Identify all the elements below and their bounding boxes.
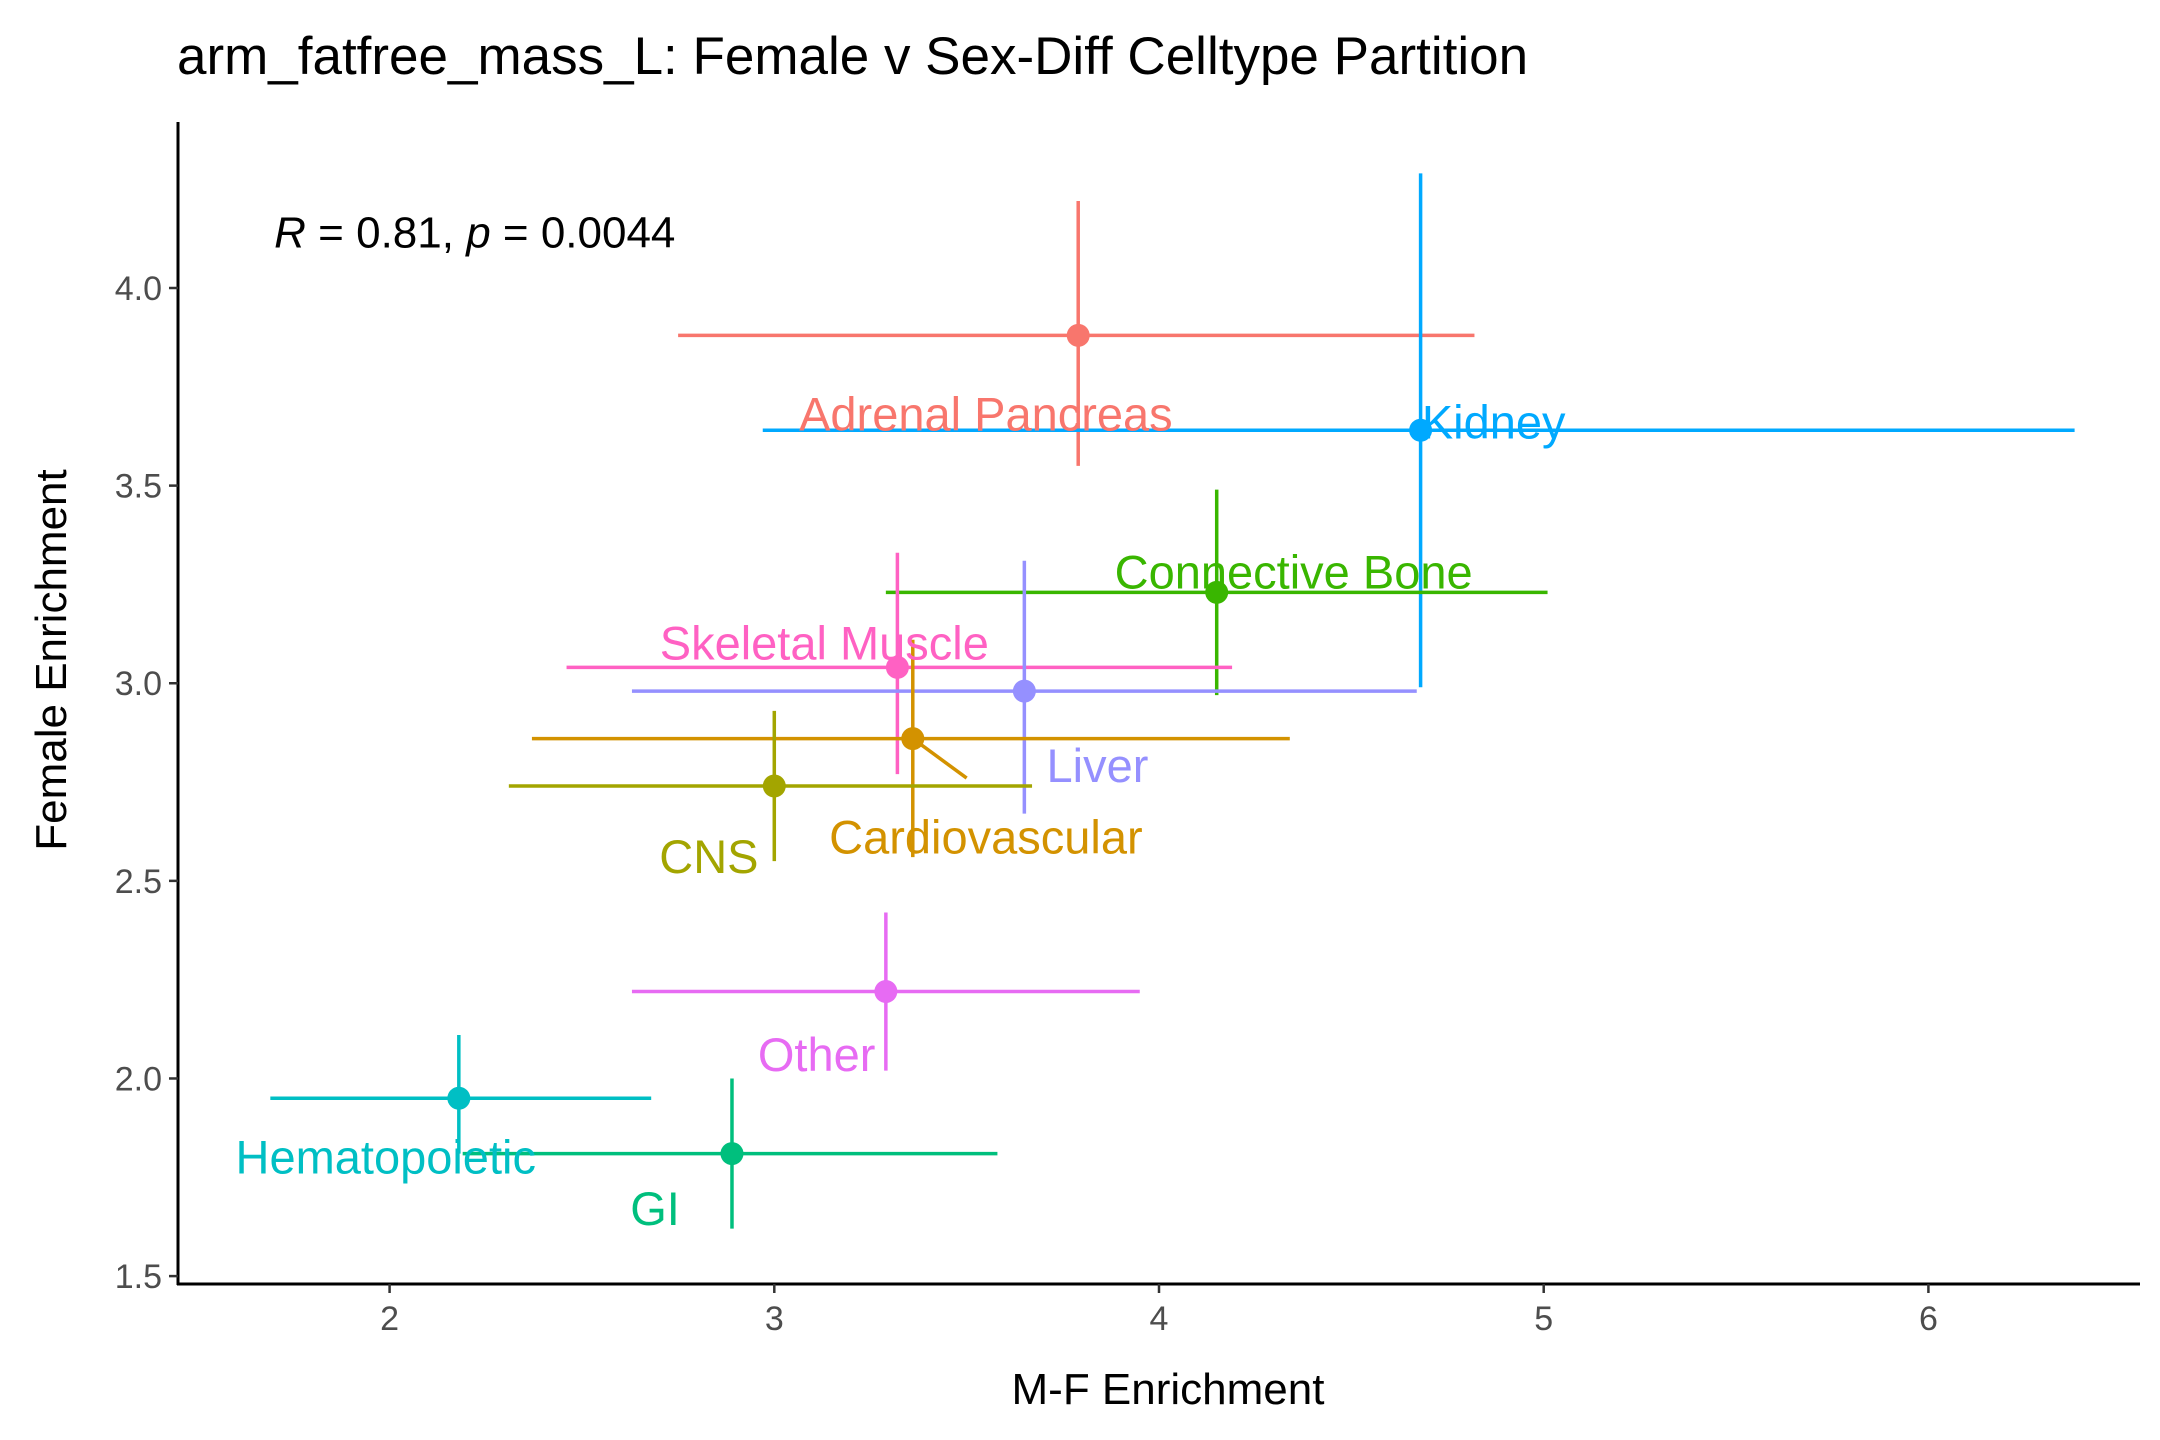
y-tick-label: 3.5 — [115, 468, 162, 506]
y-tick-label: 2.5 — [115, 863, 162, 901]
chart-marks — [270, 173, 2075, 1229]
p-symbol: p — [464, 209, 490, 258]
y-axis: 1.5 2.0 2.5 3.0 3.5 4.0 — [115, 122, 180, 1296]
point-label: Connective Bone — [1115, 546, 1473, 599]
point-labels: Adrenal Pancreas Kidney Connective Bone Ske… — [236, 387, 1567, 1234]
chart-title: arm_fatfree_mass_L: Female v Sex-Diff Ce… — [177, 27, 1528, 86]
data-point — [1409, 418, 1433, 442]
data-point — [1066, 323, 1090, 347]
data-point — [762, 774, 786, 798]
data-point — [901, 727, 925, 751]
point-label: GI — [630, 1182, 680, 1235]
point-label: Cardiovascular — [829, 810, 1142, 863]
point-label: Kidney — [1422, 395, 1566, 448]
x-tick-label: 5 — [1534, 1300, 1553, 1338]
point-label: CNS — [659, 830, 758, 883]
data-point — [874, 980, 898, 1004]
y-axis-title: Female Enrichment — [27, 469, 76, 850]
point-label: Skeletal Muscle — [660, 617, 989, 670]
point-label: Other — [758, 1028, 876, 1081]
y-tick-label: 2.0 — [115, 1060, 162, 1098]
y-tick-label: 1.5 — [115, 1258, 162, 1296]
point-label: Adrenal Pancreas — [799, 387, 1173, 440]
p-value-text: = 0.0044 — [491, 209, 676, 258]
data-point — [1205, 580, 1229, 604]
y-tick-label: 3.0 — [115, 665, 162, 703]
y-tick-label: 4.0 — [115, 270, 162, 308]
data-point — [885, 655, 909, 679]
r-symbol: R — [274, 209, 306, 258]
x-tick-label: 3 — [765, 1300, 784, 1338]
point-label: Hematopoietic — [236, 1131, 536, 1184]
data-point — [720, 1142, 744, 1166]
data-point — [1012, 679, 1036, 703]
x-axis-title: M-F Enrichment — [1012, 1365, 1325, 1414]
x-tick-label: 2 — [380, 1300, 399, 1338]
x-axis: 2 3 4 5 6 — [177, 1282, 2140, 1338]
data-point — [447, 1086, 471, 1110]
correlation-annotation: R = 0.81, p = 0.0044 — [274, 209, 675, 258]
r-value-text: = 0.81, — [306, 209, 466, 258]
x-tick-label: 6 — [1919, 1300, 1938, 1338]
x-tick-label: 4 — [1150, 1300, 1169, 1338]
point-label: Liver — [1047, 739, 1149, 792]
